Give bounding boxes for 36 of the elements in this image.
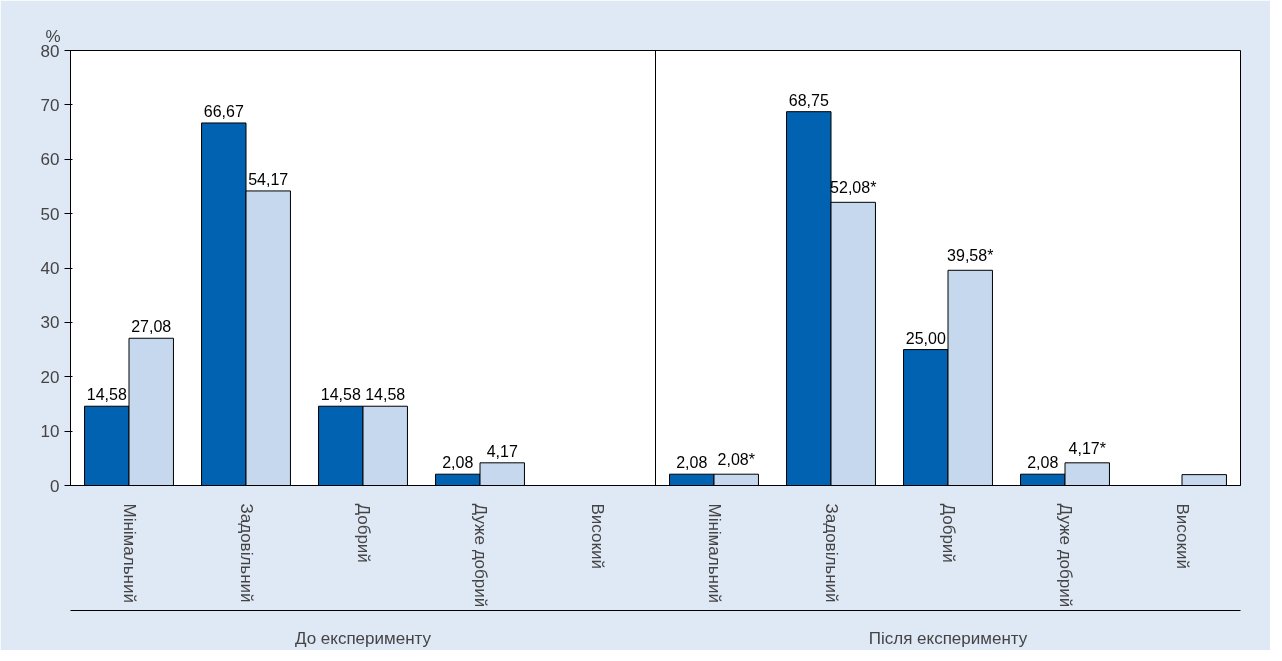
data-label: 54,17 (248, 170, 289, 188)
x-tick-label: Добрий (938, 503, 958, 563)
x-tick-label: Мінімальний (119, 503, 139, 603)
data-label: 14,58 (365, 386, 406, 404)
data-label: 14,58 (86, 386, 127, 404)
data-label: 68,75 (788, 91, 829, 109)
y-tick-label: 20 (40, 367, 60, 387)
x-tick-label: Дуже добрий (470, 503, 490, 608)
x-tick-label: Задовільний (236, 503, 256, 603)
text: Після експерименту (868, 628, 1028, 648)
data-label: 2,08 (1027, 454, 1059, 472)
x-tick-label: Дуже добрий (1055, 503, 1075, 608)
y-tick-label: 40 (40, 259, 60, 278)
x-tick-label: Добрий (353, 503, 373, 563)
data-label: 4,17* (1068, 439, 1106, 457)
data-label: 2,08 (442, 454, 474, 472)
data-label: 39,58* (947, 247, 994, 265)
y-tick-label: 10 (40, 422, 60, 442)
x-tick-label: Високий (1172, 503, 1192, 569)
y-tick-label: 60 (40, 150, 60, 170)
y-tick-label: 0 (50, 476, 60, 496)
data-label: 4,17 (486, 442, 518, 460)
data-label: 14,58 (320, 386, 361, 404)
data-label: 2,08 (676, 454, 708, 472)
data-label: 27,08 (131, 318, 172, 336)
y-tick-label: 30 (40, 313, 60, 333)
data-label: 66,67 (203, 102, 244, 120)
text: До експерименту (294, 628, 432, 648)
x-tick-label: Високий (587, 503, 607, 569)
y-tick-label: 50 (40, 204, 60, 224)
data-label: 52,08* (830, 179, 877, 197)
data-label: 2,08* (717, 451, 755, 469)
x-tick-label: Мінімальний (704, 503, 724, 603)
y-tick-label: 70 (40, 95, 60, 115)
x-tick-label: Задовільний (821, 503, 841, 603)
data-label: 25,00 (905, 329, 946, 347)
